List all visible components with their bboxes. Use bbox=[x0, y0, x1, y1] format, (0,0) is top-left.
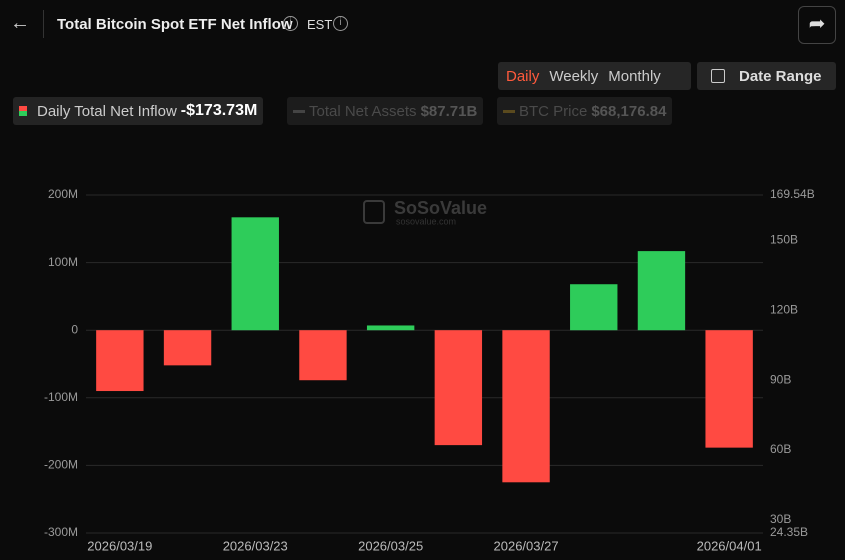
bar bbox=[705, 330, 753, 448]
y2-tick-label: 90B bbox=[770, 372, 791, 386]
tab[interactable]: Weekly bbox=[549, 67, 599, 85]
legend-value: $87.71B bbox=[420, 102, 478, 120]
bar bbox=[96, 330, 144, 392]
bar bbox=[570, 284, 618, 331]
tab-group: Daily Weekly Monthly bbox=[498, 62, 691, 90]
y2-tick-label: 120B bbox=[770, 303, 798, 317]
y2-tick-label: 24.35B bbox=[770, 525, 808, 539]
x-tick-label: 2026/03/25 bbox=[358, 538, 423, 553]
tab[interactable]: Monthly bbox=[608, 67, 661, 85]
legend-name: Daily Total Net Inflow bbox=[37, 102, 177, 120]
legend-icon bbox=[503, 109, 515, 113]
x-tick-label: 2026/03/19 bbox=[87, 538, 152, 553]
legend-value: -$173.73M bbox=[180, 102, 258, 119]
watermark-brand: SoSoValue bbox=[394, 198, 487, 218]
legend-item[interactable]: BTC Price $68,176.84 bbox=[497, 97, 673, 125]
bar bbox=[637, 251, 686, 331]
legend-item[interactable]: Daily Total Net Inflow -$173.73M bbox=[13, 97, 264, 125]
y2-tick-label: 30B bbox=[770, 512, 791, 526]
share-button[interactable]: ➦ bbox=[798, 6, 836, 44]
legend-icon bbox=[293, 109, 305, 113]
legend-value: $68,176.84 bbox=[591, 102, 667, 120]
y-tick-label: -300M bbox=[44, 525, 78, 539]
bar bbox=[163, 330, 212, 366]
y2-tick-label: 150B bbox=[770, 233, 798, 247]
y-tick-label: 200M bbox=[48, 187, 78, 201]
info-icon[interactable]: i bbox=[283, 16, 298, 31]
date-range-label: Date Range bbox=[739, 67, 822, 85]
page-title: Total Bitcoin Spot ETF Net Inflow bbox=[57, 16, 293, 33]
watermark-logo bbox=[363, 200, 385, 224]
legend-name: BTC Price bbox=[519, 102, 588, 120]
x-tick-label: 2026/03/23 bbox=[223, 538, 288, 553]
timezone: EST bbox=[307, 17, 333, 32]
y2-tick-label: 60B bbox=[770, 442, 791, 456]
tab[interactable]: Daily bbox=[506, 67, 540, 85]
bar bbox=[366, 325, 415, 331]
bar bbox=[299, 330, 347, 381]
bar bbox=[434, 330, 483, 446]
y-tick-label: -200M bbox=[44, 458, 78, 472]
back-button[interactable]: ← bbox=[10, 12, 30, 34]
bar bbox=[502, 330, 550, 483]
y-tick-label: 0 bbox=[71, 322, 78, 336]
info-icon[interactable]: i bbox=[333, 16, 348, 31]
divider bbox=[43, 10, 44, 38]
watermark-site: sosovalue.com bbox=[396, 216, 456, 226]
calendar-icon bbox=[711, 69, 725, 83]
y-tick-label: 100M bbox=[48, 255, 78, 269]
legend-name: Total Net Assets bbox=[309, 102, 417, 120]
legend-icon bbox=[19, 106, 27, 116]
x-tick-label: 2026/04/01 bbox=[697, 538, 762, 553]
y2-tick-label: 169.54B bbox=[770, 187, 815, 201]
bar bbox=[231, 217, 279, 331]
date-range-button[interactable]: Date Range bbox=[697, 62, 836, 90]
y-tick-label: -100M bbox=[44, 390, 78, 404]
x-tick-label: 2026/03/27 bbox=[494, 538, 559, 553]
legend-item[interactable]: Total Net Assets $87.71B bbox=[287, 97, 484, 125]
